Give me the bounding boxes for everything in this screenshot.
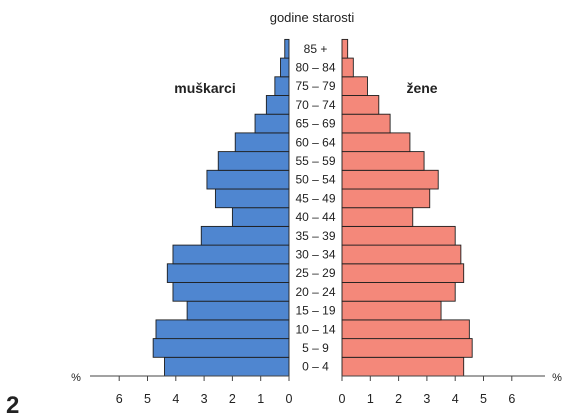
bar-female-6 — [341, 244, 462, 265]
x-axis-label-left: % — [71, 372, 81, 384]
x-tick-label-right-4: 4 — [452, 392, 459, 406]
bar-male-15 — [274, 76, 290, 96]
bar-male-2 — [155, 319, 290, 340]
x-tick-label-right-3: 3 — [423, 392, 430, 406]
x-tick-label-left-1: 1 — [257, 392, 264, 406]
x-axes: 6 5 4 3 2 1 0 0 1 2 3 4 5 6 — [90, 375, 545, 406]
age-label-7: 35 – 39 — [295, 229, 335, 243]
bar-female-13 — [341, 113, 391, 134]
age-label-1: 5 – 9 — [302, 341, 329, 355]
x-tick-label-right-5: 5 — [480, 392, 487, 406]
x-axis-label-right: % — [552, 372, 562, 384]
x-tick-label-left-5: 5 — [144, 392, 151, 406]
bar-male-7 — [200, 225, 290, 246]
bar-male-11 — [217, 151, 290, 171]
bar-female-3 — [341, 300, 442, 321]
bar-female-14 — [341, 95, 380, 115]
x-tick-label-right-0: 0 — [339, 392, 346, 406]
age-label-15: 75 – 79 — [295, 79, 335, 93]
female-bars — [341, 38, 473, 377]
bar-male-4 — [172, 282, 290, 302]
age-label-13: 65 – 69 — [295, 117, 335, 131]
bar-female-8 — [341, 207, 414, 227]
chart-title: godine starosti — [270, 10, 355, 25]
bar-male-3 — [186, 300, 290, 321]
bar-male-13 — [254, 113, 290, 134]
age-label-4: 20 – 24 — [295, 285, 335, 299]
x-tick-label-left-3: 3 — [201, 392, 208, 406]
x-tick-label-right-6: 6 — [508, 392, 515, 406]
bar-female-16 — [341, 57, 354, 78]
x-tick-label-right-1: 1 — [367, 392, 374, 406]
bar-female-17 — [341, 38, 349, 59]
age-label-8: 40 – 44 — [295, 210, 335, 224]
age-label-3: 15 – 19 — [295, 304, 335, 318]
bar-female-9 — [341, 188, 431, 209]
age-group-labels: 0 – 4 5 – 9 10 – 14 15 – 19 20 – 24 25 – 29 30… — [295, 42, 335, 374]
age-label-2: 10 – 14 — [295, 322, 335, 336]
bar-female-0 — [341, 356, 465, 377]
age-label-6: 30 – 34 — [295, 247, 335, 261]
bar-female-12 — [341, 132, 411, 153]
age-label-14: 70 – 74 — [295, 98, 335, 112]
age-label-17: 85 + — [304, 42, 328, 56]
bar-male-16 — [280, 57, 290, 78]
bar-male-10 — [206, 169, 290, 190]
age-label-12: 60 – 64 — [295, 135, 335, 149]
x-tick-label-left-6: 6 — [116, 392, 123, 406]
bar-male-0 — [164, 356, 290, 377]
x-tick-label-left-0: 0 — [286, 392, 293, 406]
series-label-female: žene — [406, 80, 437, 96]
bar-female-5 — [341, 263, 465, 283]
figure-number: 2 — [6, 392, 19, 419]
age-label-5: 25 – 29 — [295, 266, 335, 280]
bar-female-11 — [341, 151, 425, 171]
x-tick-label-right-2: 2 — [395, 392, 402, 406]
bar-male-6 — [172, 244, 290, 265]
bar-male-1 — [152, 338, 290, 358]
bar-male-14 — [265, 95, 290, 115]
bar-male-17 — [284, 38, 290, 59]
age-label-9: 45 – 49 — [295, 191, 335, 205]
age-label-16: 80 – 84 — [295, 60, 335, 74]
series-label-male: muškarci — [174, 80, 235, 96]
age-label-11: 55 – 59 — [295, 154, 335, 168]
bar-female-4 — [341, 282, 456, 302]
age-label-10: 50 – 54 — [295, 173, 335, 187]
bar-male-5 — [166, 263, 290, 283]
x-tick-label-left-2: 2 — [229, 392, 236, 406]
bar-male-12 — [234, 132, 290, 153]
bar-female-1 — [341, 338, 473, 358]
bar-male-9 — [214, 188, 290, 209]
x-tick-label-left-4: 4 — [172, 392, 179, 406]
bar-female-7 — [341, 225, 456, 246]
bar-female-10 — [341, 169, 439, 190]
male-bars — [152, 38, 290, 377]
age-label-0: 0 – 4 — [302, 360, 329, 374]
bar-female-15 — [341, 76, 368, 96]
bar-female-2 — [341, 319, 470, 340]
bar-male-8 — [231, 207, 290, 227]
